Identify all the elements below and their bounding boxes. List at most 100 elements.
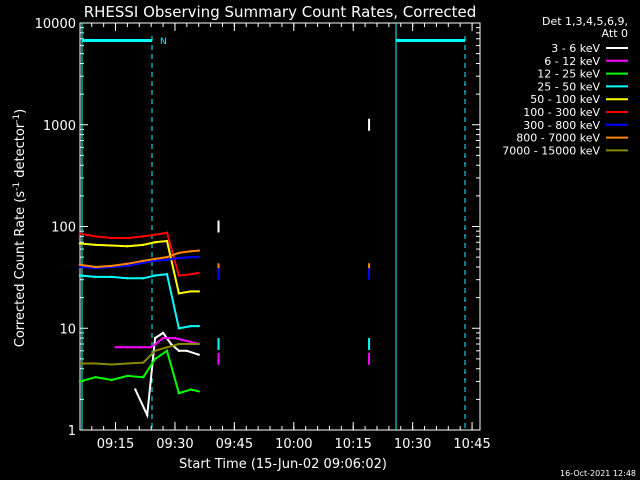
x-tick-label: 10:00 [275, 437, 312, 452]
data-point [165, 346, 169, 349]
data-point [126, 245, 129, 248]
data-point [126, 362, 129, 365]
data-point [146, 413, 149, 417]
data-point [94, 265, 97, 269]
data-point [153, 233, 157, 236]
data-point [110, 236, 113, 240]
data-point [153, 357, 157, 361]
data-point [78, 232, 82, 235]
data-point [161, 331, 165, 335]
data-point [189, 388, 192, 391]
series-line [79, 349, 199, 395]
series-line [115, 337, 199, 349]
data-point [161, 336, 165, 340]
x-tick-label: 09:15 [97, 437, 134, 452]
data-point [185, 339, 189, 343]
y-axis-label-sup1: -1 [12, 182, 22, 191]
y-axis-label-sup2: -1 [12, 114, 22, 123]
y-axis-label-main: Corrected Count Rate (s [13, 191, 28, 348]
data-point [94, 362, 97, 365]
data-point [94, 376, 97, 379]
legend-entry-label: 3 - 6 keV [551, 42, 600, 55]
data-point [142, 277, 145, 280]
data-point [142, 235, 145, 238]
legend-entry-label: 6 - 12 keV [544, 55, 600, 68]
data-point [78, 263, 82, 267]
data-point [78, 380, 82, 383]
data-point [78, 265, 82, 269]
data-point [126, 277, 129, 280]
data-point [189, 342, 192, 346]
legend-entry-label: 100 - 300 keV [523, 106, 600, 119]
data-point [142, 261, 145, 264]
data-point [78, 274, 82, 277]
x-tick-label: 09:30 [156, 437, 193, 452]
data-point [177, 391, 181, 395]
data-point [142, 376, 145, 379]
night-flag-bar [396, 39, 465, 42]
data-point [197, 271, 200, 275]
data-point [153, 259, 157, 263]
data-point [110, 363, 113, 366]
legend-entry-label: 50 - 100 keV [530, 93, 600, 106]
data-point [197, 249, 200, 252]
data-point [165, 349, 169, 353]
y-tick-label: 10000 [35, 17, 76, 32]
data-point [197, 290, 200, 293]
data-point [126, 346, 129, 349]
plot-frame [79, 22, 481, 431]
data-point [189, 255, 192, 259]
data-point [177, 256, 181, 260]
data-point [197, 324, 200, 328]
data-point [177, 292, 181, 295]
data-point [165, 272, 169, 276]
x-tick-label: 09:45 [216, 437, 253, 452]
data-point [153, 257, 157, 261]
y-tick-label: 100 [51, 221, 76, 236]
data-point [78, 242, 82, 245]
data-point [177, 251, 181, 255]
data-point [165, 239, 169, 243]
y-tick-label: 1000 [43, 119, 76, 134]
x-tick-label: 10:15 [334, 437, 371, 452]
legend-entry-label: 25 - 50 keV [537, 80, 600, 93]
data-point [138, 346, 141, 349]
data-point [165, 231, 169, 234]
data-point [169, 342, 173, 346]
data-point [185, 349, 189, 353]
series-group [78, 118, 371, 419]
data-point [126, 264, 129, 268]
data-point [197, 342, 200, 346]
series-line [79, 343, 199, 366]
y-axis-label-end: ) [13, 109, 28, 114]
data-point [197, 353, 200, 356]
data-point [110, 264, 113, 268]
data-point [165, 258, 169, 262]
night-flag-bar [82, 39, 152, 42]
data-point [189, 250, 192, 253]
chart-title: RHESSI Observing Summary Count Rates, Co… [84, 3, 477, 21]
data-point [165, 255, 169, 259]
axes: 1 10 100 1000 10000 09:15 09:30 09:45 10:00 10:15… [35, 17, 491, 452]
data-point [197, 390, 200, 393]
data-point [189, 324, 192, 328]
data-point [177, 349, 181, 353]
data-point [94, 275, 97, 279]
data-point [142, 243, 145, 247]
data-point [153, 274, 157, 277]
data-point [126, 236, 129, 240]
x-tick-label: 10:45 [453, 437, 490, 452]
data-point [153, 349, 157, 353]
legend-entry-label: 800 - 7000 keV [516, 132, 600, 145]
data-point [142, 259, 145, 263]
data-point [177, 274, 181, 277]
data-point [197, 255, 200, 259]
data-point [177, 342, 181, 346]
data-point [189, 290, 192, 293]
y-tick-label: 10 [59, 322, 76, 337]
data-point [173, 336, 177, 340]
data-point [153, 336, 157, 340]
data-point [94, 243, 97, 247]
footer-date: 16-Oct-2021 12:48 [560, 469, 636, 478]
data-point [189, 272, 192, 276]
